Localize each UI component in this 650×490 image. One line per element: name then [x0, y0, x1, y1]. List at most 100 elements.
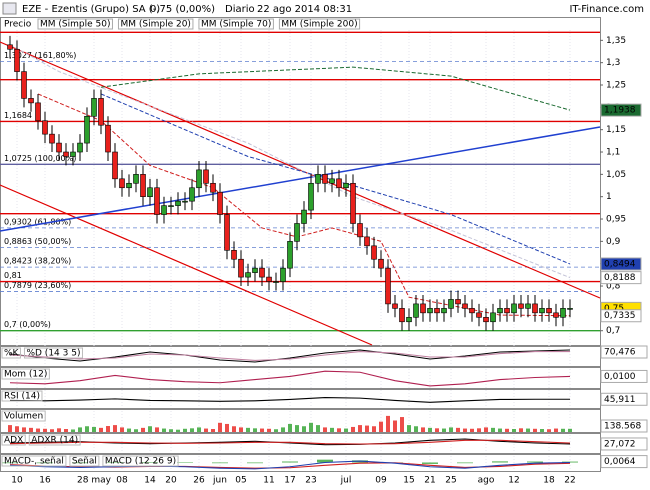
candle-body	[525, 303, 531, 309]
candle-body	[420, 303, 426, 314]
x-tick-label: 17	[284, 476, 295, 486]
candle-body	[546, 308, 552, 314]
x-tick-label: 10	[11, 476, 23, 486]
panel-bar	[393, 420, 397, 432]
indicator-line	[9, 439, 571, 445]
moving-average	[100, 66, 571, 111]
panel-bar	[134, 429, 138, 432]
candle-body	[280, 267, 286, 282]
panel-label-box	[1, 368, 50, 380]
panel-bar	[526, 428, 530, 432]
candle-body	[406, 317, 412, 323]
panel-bar	[85, 426, 89, 432]
candle-body	[364, 236, 370, 247]
candle-body	[203, 169, 209, 184]
panel-bar	[330, 427, 334, 432]
panel-bar	[218, 422, 222, 432]
candle-body	[56, 142, 62, 153]
candle-body	[511, 303, 517, 314]
panel-bar	[169, 429, 173, 432]
y-tick-label: 1,05	[606, 170, 626, 180]
panel-bar	[428, 427, 432, 432]
value-box-label: 138.568	[604, 422, 641, 432]
candle-body	[441, 308, 447, 314]
panel-bar	[183, 428, 187, 432]
panel-bar	[253, 428, 257, 432]
y-tick-label: 1,3	[606, 58, 620, 68]
panel-bar	[246, 427, 250, 432]
panel-bar	[470, 428, 474, 432]
candle-body	[539, 308, 545, 314]
candle-body	[189, 187, 195, 202]
panel-bar	[72, 462, 88, 464]
panel-bar	[344, 428, 348, 432]
candle-body	[469, 308, 475, 314]
level-label: 1,1684	[4, 111, 32, 120]
panel-bar	[50, 429, 54, 432]
candle-body	[301, 209, 307, 224]
value-box	[600, 419, 648, 433]
price-box-label: 0,8188	[604, 273, 636, 283]
candle-body	[224, 214, 230, 251]
panel-label: ADX	[4, 436, 23, 446]
indicator-line	[9, 460, 571, 470]
panel-bar	[176, 429, 180, 432]
panel-bar	[568, 428, 572, 432]
panel-bar	[540, 429, 544, 432]
panel-bar	[561, 428, 565, 432]
panel-bar	[22, 427, 26, 432]
candle-body	[455, 299, 461, 305]
panel-bar	[15, 426, 19, 432]
panel-bar	[64, 429, 68, 432]
panel-label-box	[1, 390, 43, 402]
panel-bar	[232, 426, 236, 432]
panel-label-box	[23, 347, 83, 359]
candle-body	[126, 182, 132, 189]
panel-bar	[142, 462, 158, 463]
candle-body	[427, 308, 433, 314]
candle-body	[378, 258, 384, 269]
level-label: 1,3027 (161,80%)	[4, 51, 76, 60]
panel-bar	[295, 425, 299, 432]
panel-bar	[197, 427, 201, 432]
panel-bar	[106, 426, 110, 432]
candle-body	[112, 151, 118, 180]
panel-bar	[239, 427, 243, 432]
x-tick-label: 18	[543, 476, 555, 486]
panel-bar	[99, 427, 103, 432]
candle-body	[413, 303, 419, 318]
candle-body	[560, 308, 566, 318]
panel-bar	[527, 461, 543, 463]
panel-bar	[57, 428, 61, 432]
x-tick-label: 20	[165, 476, 177, 486]
candle-body	[14, 48, 20, 72]
price-frame	[0, 17, 601, 346]
candle-body	[322, 174, 328, 184]
panel-bar	[29, 427, 33, 432]
candle-body	[273, 281, 279, 283]
candle-body	[350, 182, 356, 224]
candle-body	[259, 267, 265, 278]
indicator-line	[9, 351, 570, 361]
candle-body	[7, 44, 13, 50]
panel-bar	[162, 428, 166, 432]
panel-label: MACD-, señal	[4, 457, 64, 467]
panel-bar	[120, 427, 124, 432]
panel-bar	[177, 462, 193, 463]
trend-line	[0, 126, 601, 232]
candle-body	[343, 182, 349, 189]
y-tick-label: 0,8	[606, 282, 621, 292]
candle-body	[210, 182, 216, 193]
candle-body	[21, 71, 27, 99]
value-box-label: 0,0064	[604, 457, 636, 467]
value-box-label: 45,911	[604, 395, 636, 405]
panel-bar	[337, 428, 341, 432]
price-box	[600, 103, 642, 117]
candle-body	[315, 174, 321, 184]
candle-body	[231, 249, 237, 260]
value-box-label: 0,0100	[604, 372, 636, 382]
panel-bar	[2, 462, 18, 464]
x-tick-label: 08	[116, 476, 128, 486]
